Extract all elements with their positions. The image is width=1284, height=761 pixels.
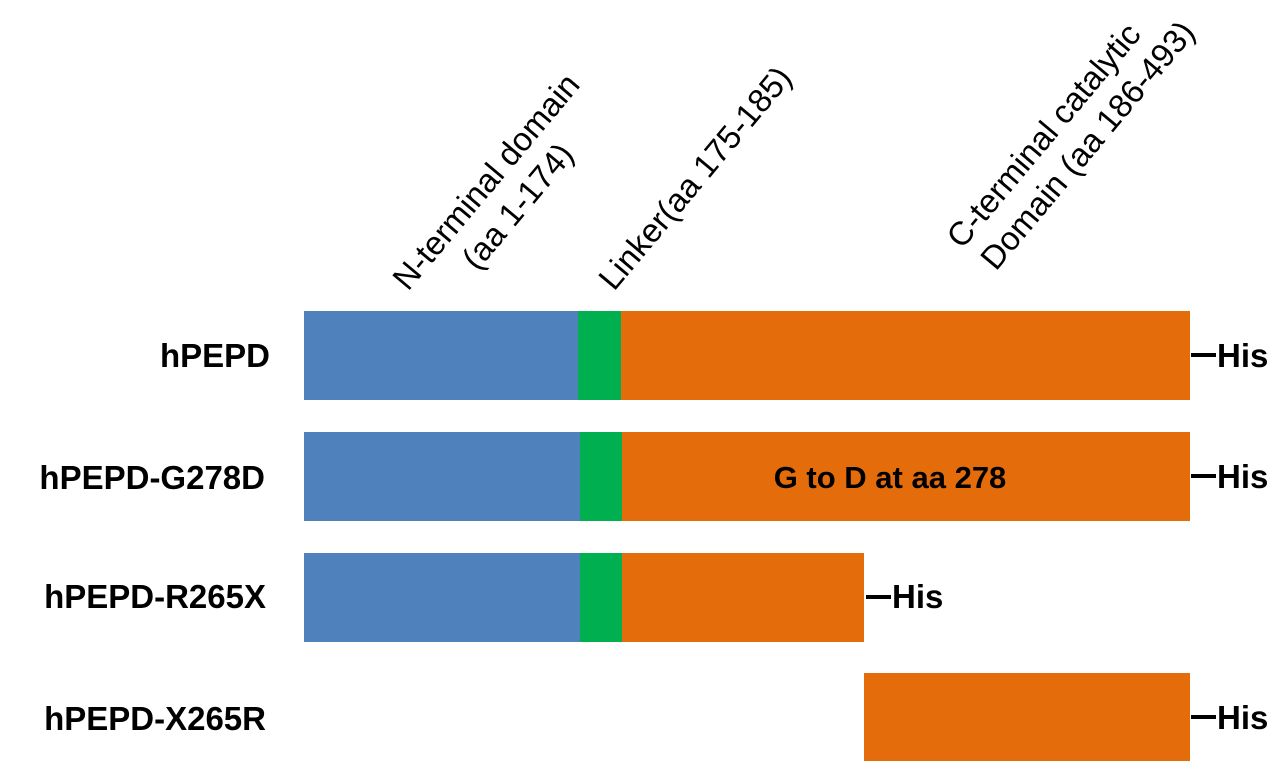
c-terminal-header: C-terminal catalytic Domain (aa 186-493): [939, 14, 1202, 277]
n-terminal-segment: [304, 311, 578, 400]
construct-row-hpepd-x265r: His: [864, 673, 1268, 761]
construct-row-hpepd: His: [304, 311, 1268, 400]
linker-segment: [578, 311, 621, 400]
c-terminal-segment: [864, 673, 1190, 761]
construct-row-hpepd-r265x: His: [304, 553, 943, 642]
linker-segment: [580, 432, 622, 521]
construct-row-hpepd-g278d: G to D at aa 278 His: [304, 432, 1268, 521]
n-terminal-segment: [304, 553, 580, 642]
his-tag-label: His: [892, 578, 943, 615]
c-terminal-segment: [622, 432, 1190, 521]
c-terminal-segment: [622, 553, 864, 642]
linker-segment: [580, 553, 622, 642]
n-terminal-header: N-terminal domain (aa 1-174): [385, 66, 587, 296]
his-tag-label: His: [1217, 458, 1268, 495]
construct-label-hpepd-x265r: hPEPD-X265R: [44, 700, 266, 737]
his-tag-label: His: [1217, 699, 1268, 736]
mutation-annotation: G to D at aa 278: [774, 460, 1007, 495]
linker-header-line1: Linker(aa 175-185): [591, 59, 799, 296]
construct-label-hpepd-r265x: hPEPD-R265X: [44, 578, 266, 615]
n-terminal-segment: [304, 432, 580, 521]
construct-label-hpepd-g278d: hPEPD-G278D: [39, 459, 265, 496]
construct-label-hpepd: hPEPD: [160, 337, 270, 374]
linker-header: Linker(aa 175-185): [591, 59, 799, 296]
his-tag-label: His: [1217, 337, 1268, 374]
c-terminal-segment: [621, 311, 1190, 400]
